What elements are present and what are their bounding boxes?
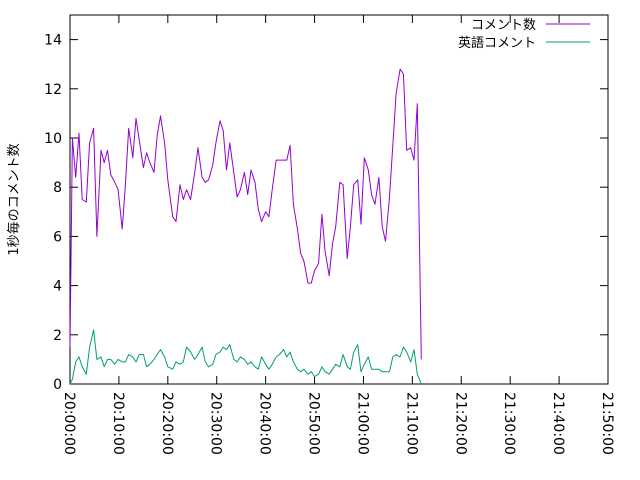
x-tick-label: 20:50:00 <box>306 392 322 455</box>
x-tick-label: 20:20:00 <box>159 392 175 455</box>
series-line-1 <box>69 68 422 360</box>
x-tick-label: 21:40:00 <box>550 392 566 455</box>
y-tick-label: 6 <box>53 229 62 245</box>
series-line-2 <box>69 329 422 385</box>
y-tick-label: 10 <box>44 131 62 147</box>
x-tick-label: 21:50:00 <box>599 392 615 455</box>
x-tick-label: 21:30:00 <box>501 392 517 455</box>
y-tick-label: 0 <box>53 377 62 393</box>
x-tick-label: 21:00:00 <box>354 392 370 455</box>
y-axis-label: 1秒毎のコメント数 <box>6 143 22 255</box>
plot-border <box>69 14 609 385</box>
x-tick-label: 21:10:00 <box>403 392 419 455</box>
x-tick-label: 20:30:00 <box>208 392 224 455</box>
x-tick-label: 20:40:00 <box>257 392 273 455</box>
x-tick-label: 20:10:00 <box>110 392 126 455</box>
y-tick-label: 4 <box>53 279 62 295</box>
y-tick-label: 2 <box>53 328 62 344</box>
x-tick-label: 21:20:00 <box>452 392 468 455</box>
y-tick-label: 12 <box>44 82 62 98</box>
legend-label-2: 英語コメント <box>458 35 536 51</box>
y-tick-label: 14 <box>44 33 62 49</box>
x-tick-label: 20:00:00 <box>61 392 77 455</box>
legend-label-1: コメント数 <box>471 18 536 33</box>
y-tick-label: 8 <box>53 180 62 196</box>
